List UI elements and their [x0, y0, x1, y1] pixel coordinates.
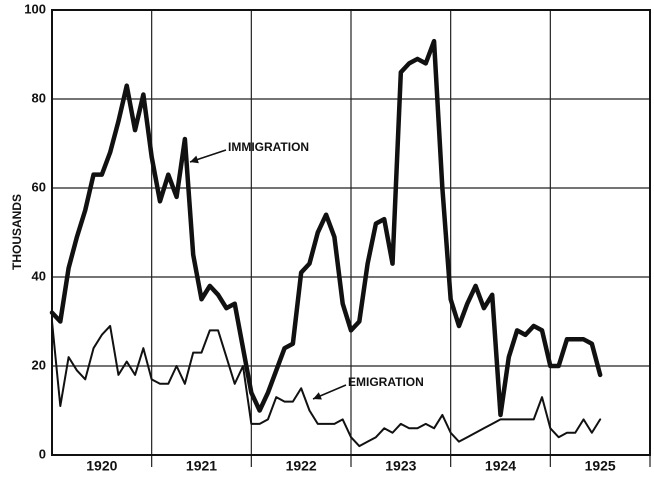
y-tick-label: 100 — [24, 1, 46, 16]
series-line — [49, 38, 603, 418]
y-tick-label: 60 — [32, 179, 46, 194]
annotation-arrowhead — [313, 392, 322, 400]
x-tick-label: 1922 — [286, 458, 317, 474]
y-tick-label: 40 — [32, 268, 46, 283]
series-label: IMMIGRATION — [228, 140, 309, 154]
y-tick-label: 20 — [32, 357, 46, 372]
x-tick-label: 1921 — [186, 458, 217, 474]
y-tick-label: 80 — [32, 90, 46, 105]
series-label: EMIGRATION — [348, 375, 424, 389]
x-tick-label: 1924 — [485, 458, 516, 474]
plot-frame — [51, 9, 651, 456]
x-tick-label: 1925 — [585, 458, 616, 474]
x-tick-label: 1920 — [86, 458, 117, 474]
x-tick-label: 1923 — [385, 458, 416, 474]
y-tick-label: 0 — [39, 446, 46, 461]
annotation-arrowhead — [190, 155, 199, 164]
series-line — [51, 320, 602, 448]
y-axis-label: THOUSANDS — [10, 194, 24, 270]
